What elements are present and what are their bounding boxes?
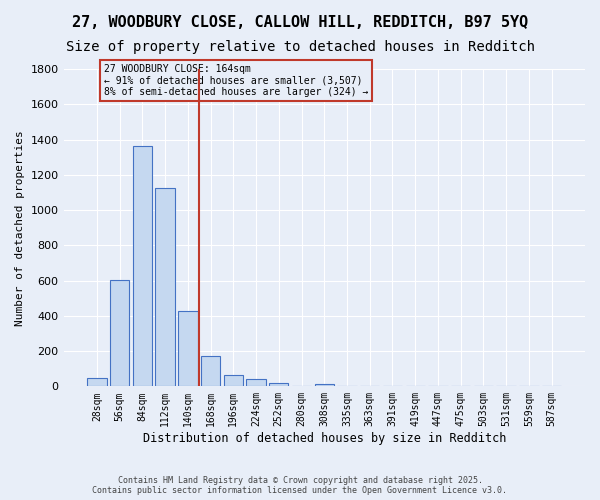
Bar [201,356,220,386]
Y-axis label: Number of detached properties: Number of detached properties [15,130,25,326]
Bar [224,375,243,386]
Bar [178,310,197,386]
Bar [269,383,289,386]
Text: 27, WOODBURY CLOSE, CALLOW HILL, REDDITCH, B97 5YQ: 27, WOODBURY CLOSE, CALLOW HILL, REDDITC… [72,15,528,30]
Bar [133,146,152,386]
Bar [247,380,266,386]
X-axis label: Distribution of detached houses by size in Redditch: Distribution of detached houses by size … [143,432,506,445]
Bar [87,378,107,386]
Text: Contains HM Land Registry data © Crown copyright and database right 2025.
Contai: Contains HM Land Registry data © Crown c… [92,476,508,495]
Text: Size of property relative to detached houses in Redditch: Size of property relative to detached ho… [65,40,535,54]
Bar [155,188,175,386]
Text: 27 WOODBURY CLOSE: 164sqm
← 91% of detached houses are smaller (3,507)
8% of sem: 27 WOODBURY CLOSE: 164sqm ← 91% of detac… [104,64,368,98]
Bar [314,384,334,386]
Bar [110,280,130,386]
